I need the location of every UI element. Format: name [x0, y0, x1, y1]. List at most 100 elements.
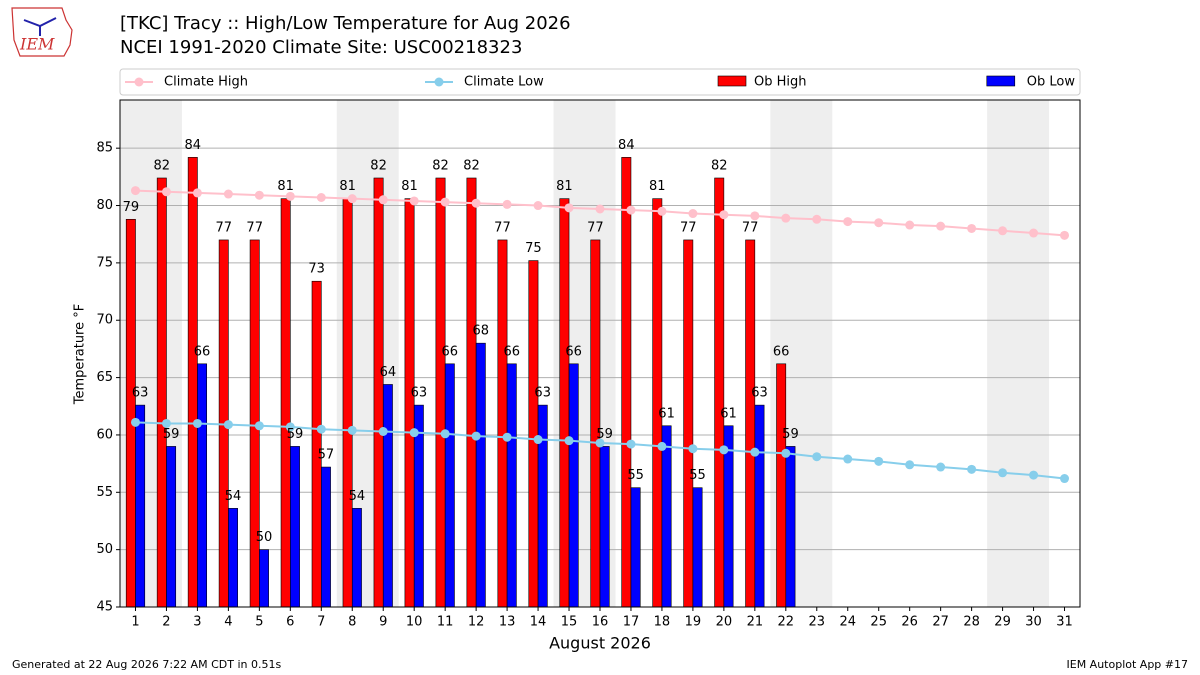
x-tick-label: 7 [317, 615, 325, 630]
point [657, 441, 667, 451]
data-label: 55 [627, 468, 644, 483]
x-tick-label: 14 [530, 615, 547, 630]
logo-icon [23, 17, 57, 36]
x-tick-label: 27 [932, 615, 949, 630]
bar [590, 239, 601, 608]
point [874, 218, 884, 228]
data-label: 82 [711, 159, 728, 174]
point [998, 468, 1008, 478]
x-tick-label: 26 [901, 615, 918, 630]
point [595, 204, 605, 214]
point [130, 186, 140, 196]
bar [630, 487, 641, 608]
x-tick-label: 17 [623, 615, 640, 630]
x-tick-label: 28 [963, 615, 980, 630]
logo: IEM [11, 7, 73, 57]
y-tick-label: 80 [96, 198, 113, 213]
point [626, 439, 636, 449]
bar [683, 239, 694, 608]
bar [497, 239, 508, 608]
data-label: 82 [370, 159, 387, 174]
data-label: 81 [339, 179, 356, 194]
data-label: 54 [349, 489, 366, 504]
data-label: 75 [525, 241, 542, 256]
x-tick-label: 25 [870, 615, 887, 630]
footer-right: IEM Autoplot App #17 [1067, 658, 1189, 671]
bar [559, 198, 570, 608]
bar [568, 363, 579, 608]
x-tick-label: 31 [1056, 615, 1073, 630]
data-label: 77 [742, 220, 759, 235]
logo-text: IEM [19, 35, 55, 54]
data-label: 84 [618, 138, 635, 153]
y-axis-label: Temperature °F [73, 304, 88, 405]
bar [528, 260, 539, 608]
data-label: 81 [277, 179, 294, 194]
bar [621, 157, 632, 608]
point [688, 444, 698, 454]
bar [754, 404, 765, 608]
point [719, 210, 729, 220]
x-tick-label: 16 [592, 615, 609, 630]
point [440, 429, 450, 439]
data-label: 77 [587, 220, 604, 235]
point [812, 214, 822, 224]
data-label: 79 [123, 200, 140, 215]
data-label: 59 [596, 427, 613, 442]
x-tick-label: 12 [468, 615, 485, 630]
data-label: 68 [473, 324, 490, 339]
data-label: 66 [773, 344, 790, 359]
y-tick-label: 65 [96, 370, 113, 385]
point [533, 201, 543, 211]
data-label: 59 [163, 427, 180, 442]
point [316, 424, 326, 434]
data-label: 66 [503, 344, 520, 359]
data-label: 63 [132, 386, 149, 401]
bar [785, 446, 796, 608]
bar [197, 363, 208, 608]
bar [692, 487, 703, 608]
bar [444, 363, 455, 608]
point [936, 221, 946, 231]
point [1029, 470, 1039, 480]
data-label: 54 [225, 489, 242, 504]
point [874, 456, 884, 466]
data-label: 82 [432, 159, 449, 174]
point [998, 226, 1008, 236]
x-tick-label: 6 [286, 615, 294, 630]
bar [135, 404, 146, 608]
plot-area: 79 82 84 77 77 81 73 81 82 81 82 82 77 75 81 77 84 81 77 82… [120, 100, 1080, 608]
point [502, 432, 512, 442]
legend-swatch [986, 75, 1016, 87]
x-tick-label: 3 [193, 615, 201, 630]
legend-label: Climate High [164, 75, 248, 90]
point [564, 203, 574, 213]
bar [506, 363, 517, 608]
x-tick-label: 19 [685, 615, 702, 630]
x-tick-label: 15 [561, 615, 578, 630]
y-tick-label: 45 [96, 600, 113, 615]
point [750, 211, 760, 221]
data-label: 61 [658, 406, 675, 421]
data-label: 81 [649, 179, 666, 194]
point [626, 205, 636, 215]
bar [652, 198, 663, 608]
point [502, 199, 512, 209]
data-label: 63 [751, 386, 768, 401]
point [223, 189, 233, 199]
x-tick-label: 4 [224, 615, 232, 630]
x-tick-label: 11 [437, 615, 454, 630]
point [254, 190, 264, 200]
point [967, 464, 977, 474]
data-label: 77 [494, 220, 511, 235]
bar [404, 198, 415, 608]
bar [156, 177, 167, 608]
data-label: 77 [215, 220, 232, 235]
point [595, 438, 605, 448]
y-tick-label: 75 [96, 255, 113, 270]
point [905, 220, 915, 230]
x-tick-label: 9 [379, 615, 387, 630]
logo-outline [11, 7, 73, 57]
x-tick-label: 24 [839, 615, 856, 630]
